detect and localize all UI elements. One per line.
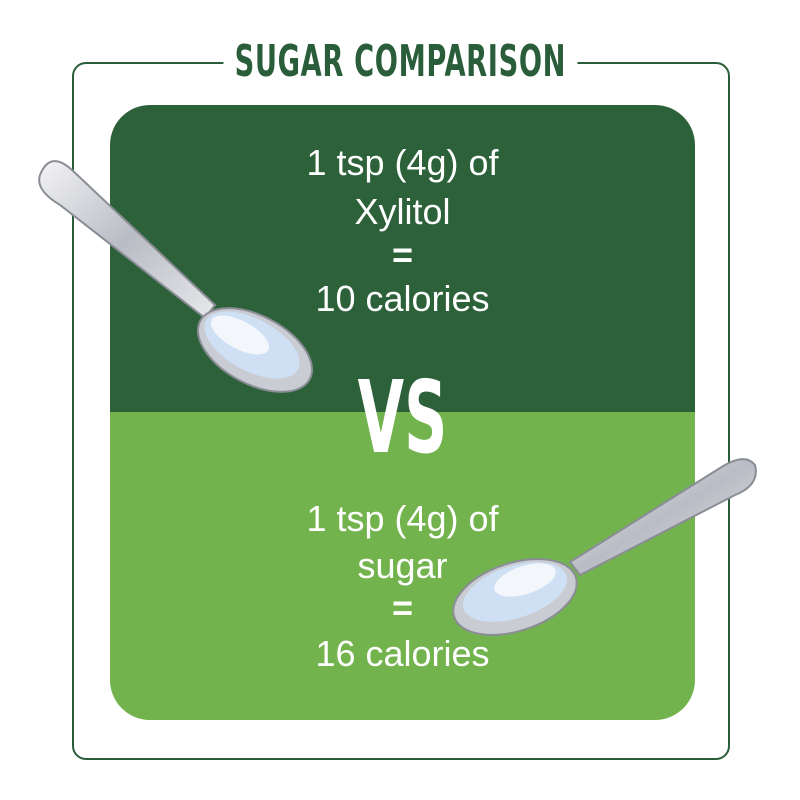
- xylitol-line-2: Xylitol: [354, 191, 451, 232]
- xylitol-line-1: 1 tsp (4g) of: [306, 142, 499, 183]
- xylitol-equals: =: [391, 234, 414, 275]
- sugar-equals: =: [391, 587, 414, 628]
- vs-label: VS: [357, 359, 448, 476]
- sugar-calories: 16 calories: [315, 633, 490, 674]
- sugar-line-2: sugar: [357, 545, 448, 586]
- page-title: SUGAR COMPARISON: [223, 34, 577, 90]
- sugar-line-1: 1 tsp (4g) of: [306, 498, 499, 539]
- comparison-panel: 1 tsp (4g) of Xylitol = 10 calories 1 ts…: [110, 105, 695, 720]
- xylitol-calories: 10 calories: [315, 278, 490, 319]
